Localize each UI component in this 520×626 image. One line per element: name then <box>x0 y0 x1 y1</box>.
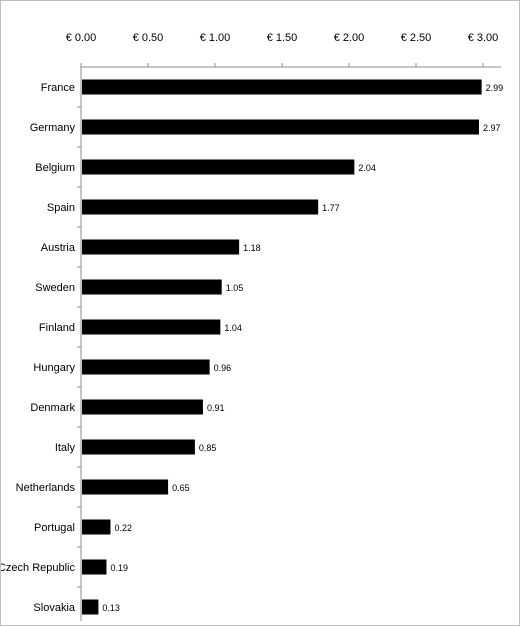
value-label: 0.96 <box>214 363 232 373</box>
bar <box>82 119 479 135</box>
value-label: 0.91 <box>207 403 225 413</box>
value-label: 1.04 <box>224 323 242 333</box>
x-tick-label: € 2.00 <box>334 32 365 44</box>
bars <box>82 79 482 615</box>
bar <box>82 479 169 495</box>
x-tick-label: € 0.00 <box>66 32 97 44</box>
bar <box>82 79 482 95</box>
category-label: Spain <box>47 202 75 214</box>
bar <box>82 559 107 575</box>
category-label: Belgium <box>35 162 75 174</box>
value-labels: 2.99 2.97 2.04 1.77 1.18 1.05 1.04 0.96 0.91 0.85… <box>102 83 503 613</box>
bar <box>82 439 195 455</box>
value-label: 0.19 <box>110 563 128 573</box>
bar <box>82 359 210 375</box>
bar <box>82 239 240 255</box>
bar <box>82 199 319 215</box>
value-label: 0.22 <box>114 523 132 533</box>
bar <box>82 599 99 615</box>
category-label: Netherlands <box>16 482 76 494</box>
category-label: Austria <box>41 242 76 254</box>
category-label: Italy <box>55 442 76 454</box>
value-label: 2.04 <box>358 163 376 173</box>
bar <box>82 399 203 415</box>
category-label: Hungary <box>33 362 75 374</box>
category-label: Slovakia <box>33 602 75 614</box>
value-label: 1.77 <box>322 203 340 213</box>
bar <box>82 159 355 175</box>
x-tick-label: € 1.00 <box>200 32 231 44</box>
category-label: Denmark <box>30 402 75 414</box>
x-tick-label: € 1.50 <box>267 32 298 44</box>
value-label: 2.97 <box>483 123 501 133</box>
category-label: Sweden <box>35 282 75 294</box>
category-labels: France Germany Belgium Spain Austria Sweden Fi… <box>1 82 76 614</box>
x-tick-label: € 2.50 <box>401 32 432 44</box>
x-tick-label: € 3.00 <box>468 32 499 44</box>
value-label: 1.05 <box>226 283 244 293</box>
bar <box>82 519 111 535</box>
bar <box>82 279 222 295</box>
value-label: 0.85 <box>199 443 217 453</box>
value-label: 0.65 <box>172 483 190 493</box>
value-label: 2.99 <box>486 83 504 93</box>
category-label: France <box>41 82 75 94</box>
value-label: 0.13 <box>102 603 120 613</box>
category-label: Germany <box>30 122 76 134</box>
category-label: Czech Republic <box>1 562 75 574</box>
bar <box>82 319 221 335</box>
category-label: Finland <box>39 322 75 334</box>
value-label: 1.18 <box>243 243 261 253</box>
value-axis: € 0.00 € 0.50 € 1.00 € 1.50 € 2.00 € 2.50 € 3.… <box>66 32 501 621</box>
category-label: Portugal <box>34 522 75 534</box>
x-tick-label: € 0.50 <box>133 32 164 44</box>
